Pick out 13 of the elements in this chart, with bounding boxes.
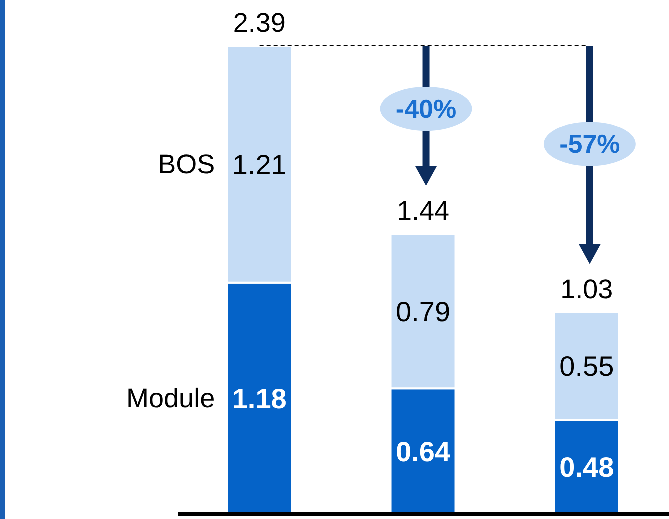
annotation: -40% — [396, 94, 457, 124]
total-label: 2.39 — [233, 8, 286, 38]
data-label: 0.55 — [560, 351, 614, 382]
data-label: 0.48 — [560, 452, 614, 483]
total-label: 1.03 — [560, 274, 614, 304]
data-label: 1.21 — [232, 149, 287, 180]
series-label: BOS — [158, 149, 216, 180]
series-label: Module — [126, 383, 216, 414]
total-label: 1.44 — [396, 196, 450, 226]
data-label: 0.64 — [396, 436, 451, 468]
annotation: -57% — [560, 129, 620, 160]
data-label: 1.18 — [232, 383, 287, 414]
data-label: 0.79 — [396, 296, 451, 328]
